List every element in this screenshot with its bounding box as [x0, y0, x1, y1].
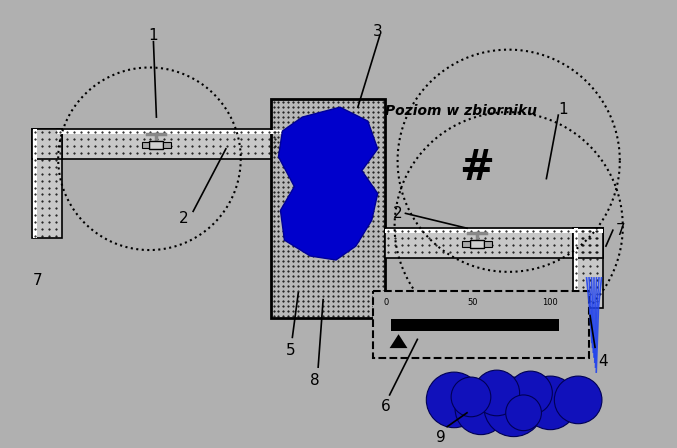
- Text: 3: 3: [373, 24, 383, 39]
- Bar: [574, 228, 577, 308]
- Text: 100: 100: [542, 297, 558, 307]
- Text: 1: 1: [148, 28, 158, 43]
- Text: 7: 7: [616, 223, 626, 238]
- Circle shape: [554, 376, 602, 424]
- Bar: [32, 129, 62, 159]
- Bar: [573, 228, 603, 308]
- Text: 0: 0: [383, 297, 389, 307]
- Text: 2: 2: [179, 211, 189, 226]
- Circle shape: [506, 395, 542, 431]
- Bar: [484, 241, 492, 247]
- Text: 8: 8: [310, 373, 320, 388]
- Bar: [163, 142, 171, 148]
- Bar: [391, 319, 559, 331]
- Polygon shape: [389, 334, 408, 348]
- Bar: [271, 99, 385, 318]
- Bar: [470, 240, 484, 248]
- Bar: [57, 130, 286, 134]
- Text: #: #: [460, 147, 494, 189]
- Text: 7: 7: [32, 273, 42, 288]
- Circle shape: [484, 377, 544, 437]
- Bar: [385, 228, 603, 258]
- Bar: [33, 129, 37, 238]
- Text: 5: 5: [286, 343, 295, 358]
- Circle shape: [451, 377, 491, 417]
- Circle shape: [508, 371, 552, 415]
- Text: 9: 9: [436, 430, 446, 445]
- Bar: [150, 141, 163, 149]
- Circle shape: [474, 370, 519, 416]
- Circle shape: [427, 372, 482, 428]
- Text: Poziom w zbiorniku: Poziom w zbiorniku: [385, 104, 537, 118]
- Bar: [373, 291, 589, 358]
- Bar: [385, 229, 603, 233]
- Circle shape: [523, 376, 577, 430]
- Text: 1: 1: [559, 102, 568, 117]
- Text: 6: 6: [380, 399, 391, 414]
- Polygon shape: [278, 107, 378, 260]
- Text: 2: 2: [393, 207, 402, 221]
- Bar: [141, 142, 150, 148]
- Text: 50: 50: [467, 297, 477, 307]
- Bar: [32, 129, 62, 238]
- Circle shape: [455, 383, 506, 435]
- Bar: [573, 228, 603, 258]
- Bar: [57, 129, 286, 159]
- Bar: [462, 241, 470, 247]
- Text: 4: 4: [598, 354, 608, 369]
